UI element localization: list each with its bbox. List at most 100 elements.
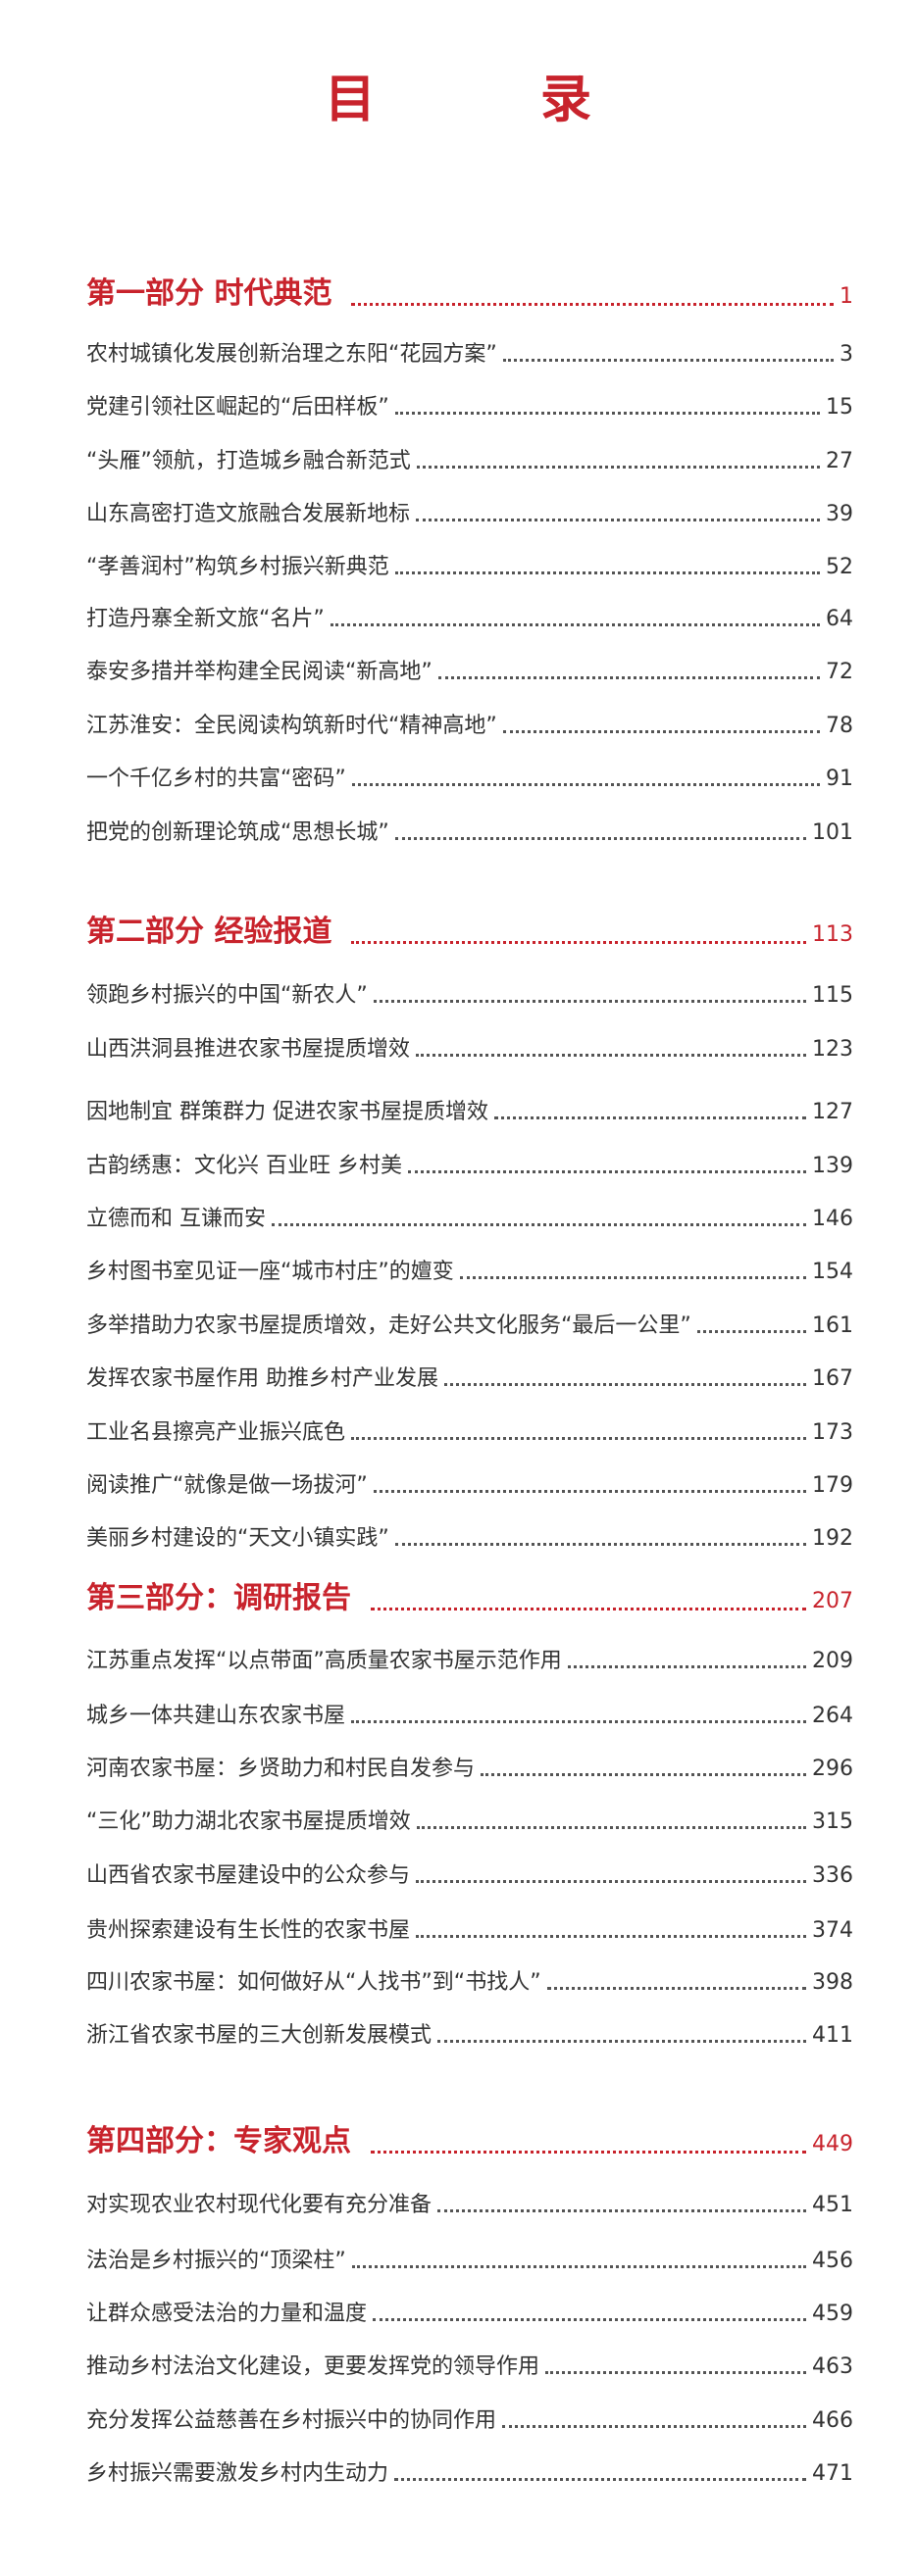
dot-leader [546, 1987, 806, 1990]
toc-entry[interactable]: 法治是乡村振兴的“顶梁柱” 456 [86, 2243, 853, 2274]
toc-entry-page-number: 374 [812, 1918, 853, 1943]
toc-entry[interactable]: 江苏淮安：全民阅读构筑新时代“精神高地” 78 [86, 708, 853, 739]
toc-entry[interactable]: 因地制宜 群策群力 促进农家书屋提质增效 127 [86, 1094, 853, 1125]
toc-entry-title: 乡村振兴需要激发乡村内生动力 [86, 2461, 389, 2486]
section-heading-title: 第四部分：专家观点 [86, 2124, 351, 2158]
toc-entry[interactable]: 一个千亿乡村的共富“密码” 91 [86, 761, 853, 792]
dot-leader [351, 783, 820, 786]
toc-entry[interactable]: 阅读推广“就像是做一场拔河” 179 [86, 1467, 853, 1499]
toc-entry[interactable]: 对实现农业农村现代化要有充分准备 451 [86, 2187, 853, 2218]
toc-entry[interactable]: 江苏重点发挥“以点带面”高质量农家书屋示范作用 209 [86, 1643, 853, 1674]
dot-leader [545, 2371, 806, 2374]
toc-entry-page-number: 167 [812, 1366, 853, 1391]
toc-entry[interactable]: 充分发挥公益慈善在乡村振兴中的协同作用 466 [86, 2403, 853, 2434]
toc-entry-title: 乡村图书室见证一座“城市村庄”的嬗变 [86, 1260, 454, 1284]
toc-entry[interactable]: 城乡一体共建山东农家书屋 264 [86, 1698, 853, 1729]
toc-entry-page-number: 451 [812, 2193, 853, 2217]
toc-entry[interactable]: 河南农家书屋：乡贤助力和村民自发参与 296 [86, 1751, 853, 1782]
toc-entry-title: 贵州探索建设有生长性的农家书屋 [86, 1918, 411, 1943]
dot-leader [394, 412, 820, 415]
toc-entry-title: 江苏淮安：全民阅读构筑新时代“精神高地” [86, 714, 497, 738]
dot-leader [330, 623, 820, 626]
toc-entry-page-number: 161 [812, 1313, 853, 1338]
dot-leader [416, 519, 820, 521]
toc-entry-page-number: 3 [840, 342, 853, 367]
toc-entry[interactable]: 党建引领社区崛起的“后田样板” 15 [86, 389, 853, 421]
toc-entry[interactable]: 山东高密打造文旅融合发展新地标 39 [86, 496, 853, 527]
toc-entry[interactable]: 推动乡村法治文化建设，更要发挥党的领导作用 463 [86, 2349, 853, 2380]
toc-entry[interactable]: “孝善润村”构筑乡村振兴新典范 52 [86, 549, 853, 580]
toc-entry[interactable]: 发挥农家书屋作用 助推乡村产业发展 167 [86, 1361, 853, 1392]
toc-entry-page-number: 398 [812, 1970, 853, 1995]
dot-leader [351, 1720, 806, 1723]
toc-entry-page-number: 146 [812, 1207, 853, 1231]
toc-entry[interactable]: 山西洪洞县推进农家书屋提质增效 123 [86, 1031, 853, 1063]
toc-entry-title: 浙江省农家书屋的三大创新发展模式 [86, 2023, 433, 2048]
toc-entry[interactable]: 领跑乡村振兴的中国“新农人” 115 [86, 977, 853, 1009]
toc-entry-title: 农村城镇化发展创新治理之东阳“花园方案” [86, 342, 497, 367]
dot-leader [373, 2318, 806, 2321]
toc-entry[interactable]: 贵州探索建设有生长性的农家书屋 374 [86, 1912, 853, 1944]
section-heading[interactable]: 第三部分：调研报告 207 [86, 1573, 853, 1616]
toc-entry-title: 把党的创新理论筑成“思想长城” [86, 820, 389, 845]
toc-entry-title: 对实现农业农村现代化要有充分准备 [86, 2193, 433, 2217]
section-heading-page-number: 113 [812, 922, 853, 947]
toc-entry-page-number: 78 [826, 714, 853, 738]
section-heading-page-number: 449 [812, 2132, 853, 2156]
toc-entry-title: 阅读推广“就像是做一场拔河” [86, 1473, 368, 1498]
toc-entry-title: 江苏重点发挥“以点带面”高质量农家书屋示范作用 [86, 1649, 562, 1673]
toc-entry-page-number: 72 [826, 660, 853, 684]
dot-leader [416, 1054, 806, 1057]
dot-leader [696, 1330, 806, 1333]
toc-entry[interactable]: 把党的创新理论筑成“思想长城” 101 [86, 815, 853, 846]
toc-entry[interactable]: 农村城镇化发展创新治理之东阳“花园方案” 3 [86, 336, 853, 368]
toc-entry-title: 打造丹寨全新文旅“名片” [86, 607, 325, 631]
toc-entry[interactable]: 工业名县擦亮产业振兴底色 173 [86, 1414, 853, 1446]
toc-entry-page-number: 154 [812, 1260, 853, 1284]
toc-entry[interactable]: 打造丹寨全新文旅“名片” 64 [86, 601, 853, 632]
dot-leader [351, 1437, 806, 1440]
section-heading[interactable]: 第四部分：专家观点 449 [86, 2116, 853, 2159]
dot-leader [502, 730, 820, 733]
toc-entry-page-number: 179 [812, 1473, 853, 1498]
toc-entry-page-number: 27 [826, 449, 853, 473]
dot-leader [444, 1383, 806, 1386]
section-heading-page-number: 1 [840, 284, 853, 309]
section-heading[interactable]: 第一部分 时代典范 1 [86, 269, 853, 312]
toc-entry[interactable]: “头雁”领航，打造城乡融合新范式 27 [86, 443, 853, 474]
toc-entry-title: 发挥农家书屋作用 助推乡村产业发展 [86, 1366, 438, 1391]
toc-entry-title: 让群众感受法治的力量和温度 [86, 2302, 368, 2326]
toc-entry[interactable]: 美丽乡村建设的“天文小镇实践” 192 [86, 1520, 853, 1552]
dot-leader [459, 1276, 806, 1279]
toc-entry[interactable]: 浙江省农家书屋的三大创新发展模式 411 [86, 2017, 853, 2049]
toc-entry-page-number: 52 [826, 555, 853, 579]
toc-entry[interactable]: 立德而和 互谦而安 146 [86, 1201, 853, 1232]
toc-entry-page-number: 15 [826, 395, 853, 420]
toc-entry-page-number: 315 [812, 1809, 853, 1834]
toc-entry-title: 四川农家书屋：如何做好从“人找书”到“书找人” [86, 1970, 541, 1995]
toc-entry-page-number: 39 [826, 502, 853, 526]
toc-entry-title: 城乡一体共建山东农家书屋 [86, 1704, 346, 1728]
dot-leader [494, 1116, 806, 1119]
toc-entry[interactable]: 多举措助力农家书屋提质增效，走好公共文化服务“最后一公里” 161 [86, 1308, 853, 1339]
toc-entry-page-number: 127 [812, 1100, 853, 1124]
toc-entry[interactable]: 让群众感受法治的力量和温度 459 [86, 2296, 853, 2327]
toc-entry[interactable]: “三化”助力湖北农家书屋提质增效 315 [86, 1804, 853, 1835]
toc-entry[interactable]: 乡村图书室见证一座“城市村庄”的嬗变 154 [86, 1254, 853, 1285]
toc-entry-title: 工业名县擦亮产业振兴底色 [86, 1420, 346, 1445]
dot-leader [416, 1880, 806, 1883]
toc-entry[interactable]: 四川农家书屋：如何做好从“人找书”到“书找人” 398 [86, 1964, 853, 1996]
toc-entry[interactable]: 山西省农家书屋建设中的公众参与 336 [86, 1858, 853, 1889]
dot-leader [394, 571, 820, 574]
toc-entry[interactable]: 泰安多措并举构建全民阅读“新高地” 72 [86, 654, 853, 685]
toc-entry-title: 山西省农家书屋建设中的公众参与 [86, 1863, 411, 1888]
toc-entry[interactable]: 乡村振兴需要激发乡村内生动力 471 [86, 2455, 853, 2487]
dot-leader [351, 303, 834, 306]
dot-leader [437, 2209, 806, 2212]
dot-leader [394, 2478, 806, 2481]
section-heading[interactable]: 第二部分 经验报道 113 [86, 907, 853, 950]
toc-entry[interactable]: 古韵绣惠：文化兴 百业旺 乡村美 139 [86, 1148, 853, 1179]
section-heading-title: 第一部分 时代典范 [86, 276, 332, 311]
toc-entry-title: 山东高密打造文旅融合发展新地标 [86, 502, 411, 526]
toc-entry-title: 泰安多措并举构建全民阅读“新高地” [86, 660, 433, 684]
